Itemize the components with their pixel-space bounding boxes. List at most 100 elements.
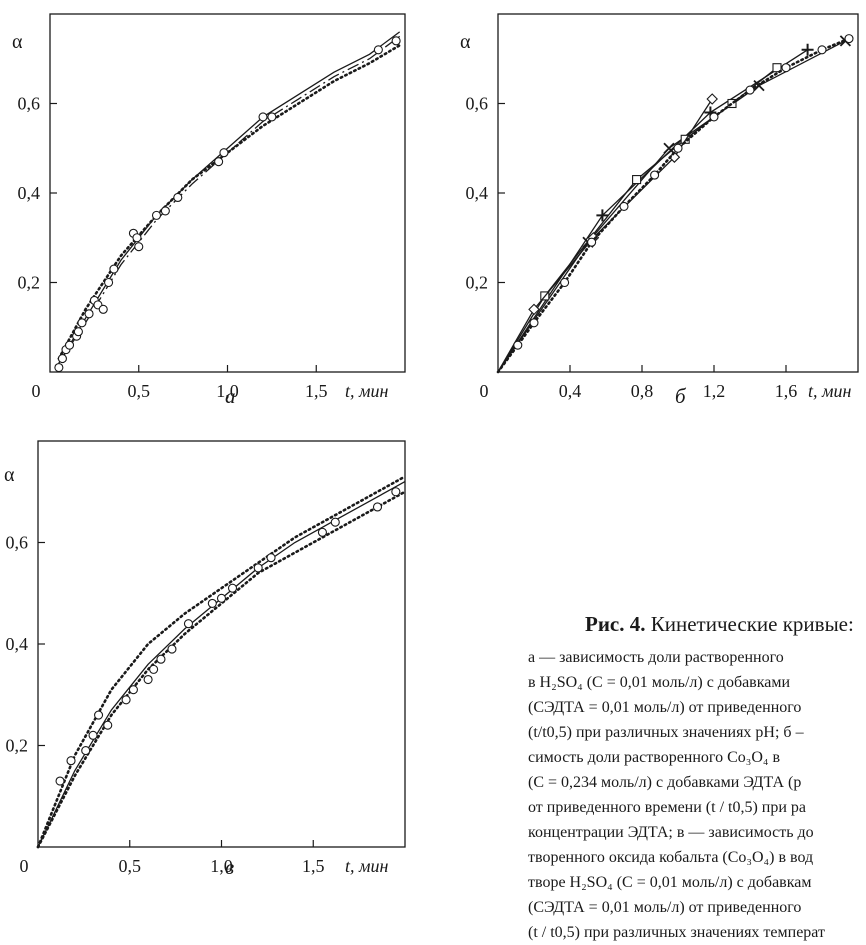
caption-line: (C = 0,234 моль/л) с добавками ЭДТА (р xyxy=(528,774,802,791)
series-4-marker-circle xyxy=(88,730,98,740)
series-5 xyxy=(496,34,854,374)
y-tick-label: 0,2 xyxy=(18,273,41,293)
y-tick-label: 0,6 xyxy=(466,94,489,114)
caption-line: (t / t0,5) при различных значениях темпе… xyxy=(528,924,825,941)
series-4-marker-circle xyxy=(55,776,65,786)
series-4-marker-circle xyxy=(128,685,138,695)
y-tick-label: 0,2 xyxy=(466,273,489,293)
caption-title-bold: Рис. 4. xyxy=(585,612,646,636)
series-5-marker-circle xyxy=(587,237,597,247)
series-5-marker-circle xyxy=(817,45,827,55)
series-4-marker-circle xyxy=(121,695,131,705)
series-4-marker-circle xyxy=(151,210,162,220)
series-4-marker-circle xyxy=(94,710,104,720)
series-4-marker-circle xyxy=(103,720,113,730)
series-4-marker-circle xyxy=(160,206,170,216)
series-4-marker-circle xyxy=(57,354,67,364)
series-4-marker-circle xyxy=(173,192,183,203)
origin-label: 0 xyxy=(480,381,489,401)
y-tick-label: 0,4 xyxy=(18,183,41,203)
plot-frame xyxy=(497,13,859,373)
x-tick-label: 0,5 xyxy=(128,381,151,401)
series-2-line xyxy=(497,49,808,373)
series-4-marker-diamond xyxy=(528,303,540,316)
series-2-line xyxy=(58,35,401,364)
series-4-marker-circle xyxy=(84,309,94,319)
series-5-marker-circle xyxy=(844,34,854,44)
series-3 xyxy=(497,63,782,373)
x-axis-label: t, мин xyxy=(345,856,388,876)
series-4-marker-circle xyxy=(216,593,227,603)
series-4-marker-circle xyxy=(64,340,75,350)
series-4-marker-circle xyxy=(77,318,87,328)
x-axis-label: t, мин xyxy=(345,381,388,401)
y-tick-label: 0,2 xyxy=(6,736,29,756)
panel-label-b: б xyxy=(675,384,686,408)
origin-label: 0 xyxy=(20,856,29,876)
series-4 xyxy=(54,36,401,373)
series-4-marker-circle xyxy=(227,583,238,593)
y-tick-label: 0,4 xyxy=(6,634,29,654)
series-2-marker-plus xyxy=(596,209,609,222)
series-5-marker-circle xyxy=(745,85,755,95)
series-4-marker-circle xyxy=(98,304,108,314)
y-tick-label: 0,6 xyxy=(18,94,41,114)
series-5-marker-circle xyxy=(781,63,791,73)
caption-line: в H₂SO₄ (C = 0,01 моль/л) с добавками xyxy=(528,674,791,691)
series-5-marker-circle xyxy=(619,201,629,211)
series-4-marker-circle xyxy=(214,157,224,167)
series-1-line xyxy=(37,481,406,848)
x-tick-label: 1,0 xyxy=(216,381,239,401)
caption-line: концентрации ЭДТА; в — зависимость до xyxy=(528,824,814,841)
y-axis-label: α xyxy=(12,31,23,53)
series-4-marker-circle xyxy=(391,36,401,46)
chart-panel-c: 0,5 1,0 1,5 0,2 0,4 0,6 0 α t, мин xyxy=(4,440,407,876)
x-tick-label: 0,8 xyxy=(631,381,654,401)
caption-line: (CЭДТА = 0,01 моль/л) от приведенного xyxy=(528,699,802,716)
series-1-line xyxy=(58,31,401,364)
series-5-marker-circle xyxy=(560,277,570,288)
series-3-marker-square xyxy=(727,98,737,109)
caption-line: симость доли растворенного Co₃O₄ в xyxy=(528,749,781,766)
series-3-line xyxy=(57,44,401,360)
y-axis-label: α xyxy=(4,464,15,486)
series-4-marker-circle xyxy=(219,148,229,158)
figure-caption-title: Рис. 4. Кинетические кривые: xyxy=(585,612,854,637)
series-3 xyxy=(57,44,401,360)
series-3 xyxy=(36,475,407,849)
series-4-marker-circle xyxy=(134,242,144,252)
series-4 xyxy=(55,487,401,786)
series-2-marker-plus xyxy=(801,43,814,56)
series-3-marker-square xyxy=(772,63,782,73)
panel-label-a: а xyxy=(225,384,236,408)
figure-caption: а — зависимость доли растворенного в H₂S… xyxy=(528,645,866,945)
series-4-marker-circle xyxy=(132,233,142,243)
series-4-marker-circle xyxy=(167,644,177,654)
x-axis-label: t, мин xyxy=(808,381,851,401)
series-4-marker-circle xyxy=(253,563,263,573)
series-1-marker-cross xyxy=(663,142,675,154)
series-3-marker-square xyxy=(632,175,642,185)
y-axis-label: α xyxy=(460,31,471,53)
series-1 xyxy=(37,481,406,848)
chart-panel-b: 0,4 0,8 1,2 1,6 0,2 0,4 0,6 0 α t, мин xyxy=(460,13,859,401)
series-4-marker-circle xyxy=(109,264,119,274)
series-4-marker-circle xyxy=(104,277,114,288)
series-2 xyxy=(58,35,401,364)
y-tick-label: 0,6 xyxy=(6,533,29,553)
series-4-marker-circle xyxy=(330,517,340,527)
series-4-marker-circle xyxy=(81,746,91,756)
caption-line: (t/t0,5) при различных значениях pH; б – xyxy=(528,724,804,741)
series-3-line xyxy=(36,475,407,849)
series-5-marker-circle xyxy=(709,112,719,122)
series-4-marker-circle xyxy=(54,362,64,373)
series-5-marker-circle xyxy=(650,170,660,180)
series-5-marker-circle xyxy=(673,143,683,153)
x-tick-label: 1,0 xyxy=(210,856,233,876)
y-tick-label: 0,4 xyxy=(466,183,489,203)
series-4-marker-circle xyxy=(66,756,76,766)
x-tick-label: 1,5 xyxy=(305,381,328,401)
x-tick-label: 0,5 xyxy=(119,856,142,876)
series-4-marker-circle xyxy=(143,674,153,685)
series-4-marker-circle xyxy=(266,553,276,563)
